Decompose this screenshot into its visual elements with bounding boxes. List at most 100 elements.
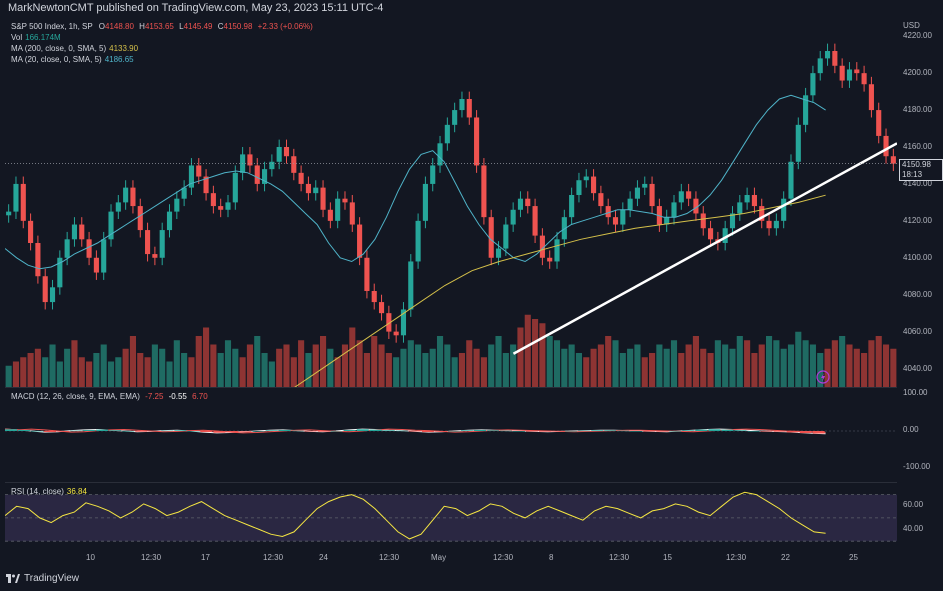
volume-bar	[802, 340, 809, 387]
volume-bar	[327, 348, 334, 387]
volume-bar	[868, 340, 875, 387]
candle-body	[554, 239, 560, 262]
volume-bar	[64, 348, 71, 387]
volume-bar	[173, 340, 180, 387]
macd-histogram-bar	[799, 431, 812, 434]
candle-body	[890, 156, 896, 164]
candle-body	[569, 195, 575, 218]
candle-body	[210, 193, 216, 207]
volume-legend: Vol 166.174M	[11, 33, 61, 42]
candle-body	[79, 224, 85, 240]
price-tick-label: 4060.00	[903, 326, 932, 336]
candle-body	[481, 165, 487, 218]
time-tick-label: 12:30	[493, 553, 514, 562]
volume-bar	[649, 353, 656, 387]
volume-bar	[283, 344, 290, 387]
ohlc-low: L4145.49	[179, 22, 213, 31]
time-tick-label: 25	[849, 553, 858, 562]
macd-histogram-bar	[460, 430, 473, 431]
volume-bar	[787, 344, 795, 387]
macd-histogram-bar	[252, 431, 265, 432]
volume-bar	[151, 344, 158, 387]
rsi-chart[interactable]	[5, 483, 897, 547]
candle-body	[671, 202, 677, 218]
candle-body	[298, 172, 304, 184]
candle-body	[547, 257, 553, 262]
macd-histogram-bar	[812, 431, 825, 434]
macd-histogram-bar	[122, 431, 135, 432]
ma20-line	[5, 94, 826, 270]
volume-bar	[751, 353, 758, 387]
macd-pane[interactable]: MACD (12, 26, close, 9, EMA, EMA) -7.25 …	[5, 387, 897, 483]
volume-bar	[144, 357, 151, 387]
macd-histogram-bar	[317, 431, 330, 432]
volume-bar	[122, 348, 129, 387]
candle-body	[634, 187, 641, 199]
candle-body	[839, 65, 845, 81]
price-chart[interactable]	[5, 17, 897, 387]
volume-bar	[853, 348, 860, 387]
macd-histogram-bar	[395, 430, 408, 432]
volume-bar	[575, 353, 583, 387]
volume-bar	[692, 336, 699, 387]
time-tick-label: 12:30	[609, 553, 630, 562]
candle-body	[188, 165, 195, 188]
macd-histogram-bar	[291, 430, 304, 432]
time-tick-label: 17	[201, 553, 210, 562]
volume-bar	[839, 336, 846, 387]
volume-bar	[539, 323, 546, 387]
volume-bar	[656, 344, 663, 387]
volume-bar	[480, 357, 487, 387]
candle-body	[130, 187, 136, 207]
candle-body	[305, 183, 311, 194]
volume-bar	[20, 357, 27, 387]
candle-body	[430, 165, 436, 184]
time-tick-label: 15	[663, 553, 672, 562]
rsi-pane[interactable]: RSI (14, close) 36.84	[5, 482, 897, 547]
volume-bar	[707, 353, 714, 387]
candle-body	[28, 220, 34, 243]
time-axis[interactable]: 10 12:30 17 12:30 24 12:30 May 12:30 8 12:30 15 12:…	[5, 548, 897, 566]
volume-bar	[407, 340, 414, 387]
volume-bar	[129, 336, 137, 387]
price-pane[interactable]: S&P 500 Index, 1h, SP O4148.80 H4153.65 …	[5, 17, 897, 387]
tradingview-logo[interactable]: TradingView	[6, 573, 79, 584]
volume-bar	[597, 344, 604, 387]
macd-histogram-bar	[369, 429, 382, 431]
macd-chart[interactable]	[5, 388, 897, 483]
macd-histogram-bar	[408, 431, 421, 432]
candle-body	[115, 202, 121, 212]
candle-body	[93, 257, 99, 273]
macd-histogram-bar	[604, 430, 617, 431]
candle-body	[773, 220, 779, 229]
candle-body	[269, 161, 275, 170]
macd-histogram-bar	[526, 431, 539, 432]
publisher-bar: MarkNewtonCMT published on TradingView.c…	[0, 0, 943, 17]
macd-histogram-bar	[278, 429, 291, 431]
candle-body	[335, 198, 341, 221]
volume-bar	[181, 353, 188, 387]
candle-body	[64, 239, 70, 258]
macd-histogram-bar	[786, 431, 799, 433]
volume-bar	[583, 357, 590, 387]
volume-bar	[641, 357, 648, 387]
candle-body	[846, 69, 853, 81]
macd-histogram-bar	[213, 431, 226, 433]
volume-bar	[502, 353, 509, 387]
volume-bar	[378, 344, 385, 387]
macd-histogram-bar	[565, 431, 578, 432]
price-tick-label: 4100.00	[903, 252, 932, 262]
volume-bar	[195, 336, 202, 387]
candle-body	[605, 206, 611, 218]
candle-body	[488, 217, 494, 258]
macd-histogram-bar	[708, 429, 721, 431]
price-tick-label: 4140.00	[903, 178, 932, 188]
price-tick-label: 4220.00	[903, 31, 932, 41]
macd-histogram-bar	[44, 431, 57, 433]
volume-bar	[510, 344, 517, 387]
price-axis[interactable]: USD 4220.00 4200.00 4180.00 4160.00 4140.00 4…	[897, 17, 943, 547]
candle-body	[342, 198, 348, 203]
candle-body	[883, 135, 889, 157]
volume-bar	[71, 340, 78, 387]
candle-body	[810, 73, 816, 96]
